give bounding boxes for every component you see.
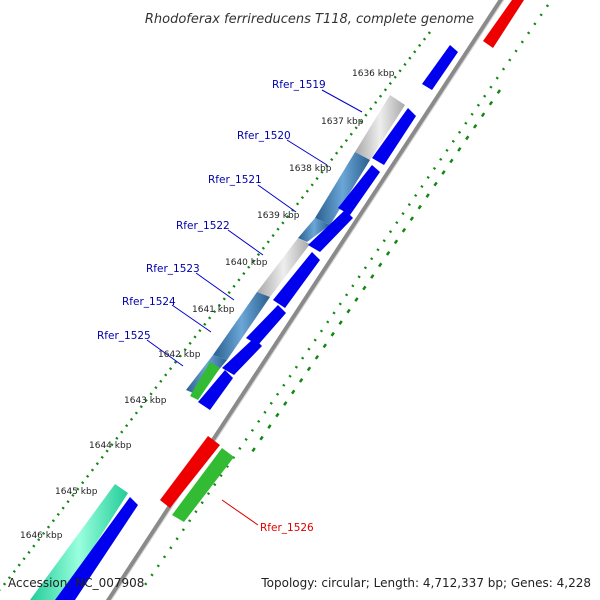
leader-rfer-1522 bbox=[227, 229, 264, 256]
tick-label: 1646 kbp bbox=[20, 531, 63, 541]
tick-label: 1642 kbp bbox=[158, 350, 201, 360]
map-title: Rhodoferax ferrireducens T118, complete … bbox=[145, 12, 474, 27]
feature-rfer-1521-bar[interactable] bbox=[298, 218, 330, 242]
gene-label-rfer-1522[interactable]: Rfer_1522 bbox=[176, 220, 230, 232]
feature-rfer-1525-trna[interactable] bbox=[190, 362, 220, 400]
tick-label: 1644 kbp bbox=[89, 441, 132, 451]
leader-rfer-1519 bbox=[321, 89, 363, 113]
genome-summary-text: Topology: circular; Length: 4,712,337 bp… bbox=[260, 576, 591, 590]
gene-label-rfer-1520[interactable]: Rfer_1520 bbox=[237, 130, 291, 142]
tick-label: 1637 kbp bbox=[321, 117, 364, 127]
gene-label-rfer-1521[interactable]: Rfer_1521 bbox=[208, 174, 262, 186]
gene-label-rfer-1524[interactable]: Rfer_1524 bbox=[122, 296, 176, 308]
gc-dotted-track-outer-2 bbox=[248, 89, 502, 456]
feature-rfer-1519-bar[interactable] bbox=[355, 95, 405, 160]
tick-label: 1641 kbp bbox=[192, 305, 235, 315]
gene-label-rfer-1519[interactable]: Rfer_1519 bbox=[272, 79, 326, 91]
tick-label: 1636 kbp bbox=[352, 69, 395, 79]
tick-label: 1639 kbp bbox=[257, 211, 300, 221]
leader-rfer-1526 bbox=[221, 499, 259, 526]
cds-arrow-3[interactable] bbox=[338, 165, 380, 215]
leader-rfer-1523 bbox=[195, 272, 235, 301]
cds-arrow-1[interactable] bbox=[422, 45, 458, 90]
feature-rfer-1522-bar[interactable] bbox=[257, 238, 310, 297]
tick-label: 1643 kbp bbox=[124, 396, 167, 406]
gc-dotted-track-outer bbox=[143, 4, 550, 586]
gene-label-rfer-1525[interactable]: Rfer_1525 bbox=[97, 330, 151, 342]
rrna-rfer-1526[interactable] bbox=[160, 436, 220, 508]
leader-rfer-1520 bbox=[286, 139, 328, 166]
cds-arrow-8[interactable] bbox=[198, 370, 233, 410]
tick-label: 1638 kbp bbox=[289, 164, 332, 174]
cds-arrow-9[interactable] bbox=[55, 497, 138, 600]
cds-arrow-6[interactable] bbox=[246, 305, 286, 345]
feature-rfer-1523-bar[interactable] bbox=[213, 292, 270, 360]
leader-rfer-1525 bbox=[146, 339, 184, 367]
gene-label-rfer-1523[interactable]: Rfer_1523 bbox=[146, 263, 200, 275]
cds-arrow-5[interactable] bbox=[273, 252, 320, 308]
cds-arrow-7[interactable] bbox=[222, 338, 262, 375]
feature-teal-bar[interactable] bbox=[30, 484, 128, 600]
genome-backbone-shadow bbox=[110, 0, 505, 600]
accession-text: Accession: NC_007908 bbox=[8, 576, 144, 590]
tick-label: 1640 kbp bbox=[225, 258, 268, 268]
gc-dotted-track-inner bbox=[0, 31, 431, 591]
feature-rfer-1520-bar[interactable] bbox=[315, 152, 370, 225]
gene-label-rfer-1526[interactable]: Rfer_1526 bbox=[260, 522, 314, 534]
cds-arrow-4[interactable] bbox=[308, 210, 353, 252]
tick-label: 1645 kbp bbox=[55, 487, 98, 497]
trna-rfer-1526[interactable] bbox=[172, 448, 234, 522]
leader-rfer-1524 bbox=[171, 304, 212, 333]
rrna-top-right[interactable] bbox=[483, 0, 524, 48]
leader-rfer-1521 bbox=[257, 184, 297, 213]
cds-arrow-2[interactable] bbox=[372, 108, 416, 165]
